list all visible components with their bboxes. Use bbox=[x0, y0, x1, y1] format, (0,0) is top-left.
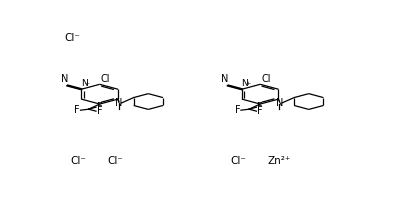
Text: F: F bbox=[74, 105, 80, 115]
Text: +: + bbox=[84, 81, 90, 86]
Text: Cl⁻: Cl⁻ bbox=[231, 156, 247, 166]
Text: Cl⁻: Cl⁻ bbox=[64, 33, 80, 43]
Text: Zn²⁺: Zn²⁺ bbox=[268, 156, 291, 166]
Text: N: N bbox=[276, 98, 283, 108]
Text: N: N bbox=[81, 79, 87, 88]
Text: +: + bbox=[245, 81, 250, 86]
Text: F: F bbox=[97, 102, 102, 112]
Text: Cl: Cl bbox=[101, 73, 110, 84]
Text: F: F bbox=[97, 106, 102, 116]
Text: N: N bbox=[61, 74, 68, 85]
Text: Cl⁻: Cl⁻ bbox=[108, 156, 124, 166]
Text: Cl: Cl bbox=[262, 73, 271, 84]
Text: F: F bbox=[257, 106, 263, 116]
Text: N: N bbox=[221, 74, 228, 85]
Text: Cl⁻: Cl⁻ bbox=[71, 156, 86, 166]
Text: F: F bbox=[235, 105, 240, 115]
Text: F: F bbox=[257, 102, 263, 112]
Text: N: N bbox=[241, 79, 248, 88]
Text: N: N bbox=[116, 98, 123, 108]
